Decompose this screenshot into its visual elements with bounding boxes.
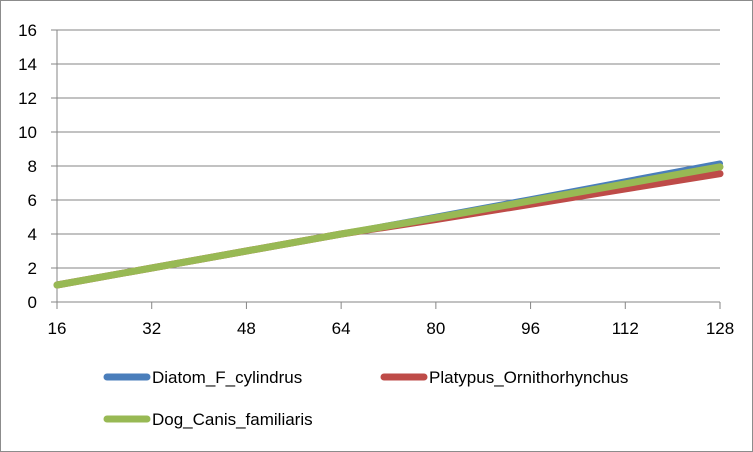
x-tick-label: 128 xyxy=(706,319,734,338)
y-tick-label: 4 xyxy=(28,225,37,244)
y-tick-label: 12 xyxy=(18,89,37,108)
legend: Diatom_F_cylindrus Platypus_Ornithorhynch… xyxy=(103,368,628,429)
y-tick-label: 16 xyxy=(18,21,37,40)
x-tick-label: 48 xyxy=(237,319,256,338)
x-tick-label: 112 xyxy=(612,319,639,338)
series-line-2 xyxy=(53,163,724,289)
x-tick-label: 96 xyxy=(521,319,540,338)
x-tick-label: 80 xyxy=(426,319,445,338)
y-tick-label: 6 xyxy=(28,191,37,210)
y-tick-label: 14 xyxy=(18,55,37,74)
gridlines xyxy=(57,29,720,269)
x-tick-label: 32 xyxy=(142,319,161,338)
y-tick-labels: 0 2 4 6 8 10 12 14 16 xyxy=(18,21,37,312)
y-tick-label: 2 xyxy=(28,259,37,278)
x-tick-label: 64 xyxy=(332,319,351,338)
axes xyxy=(51,29,721,309)
series-lines xyxy=(53,160,724,289)
y-tick-label: 8 xyxy=(28,157,37,176)
y-tick-label: 10 xyxy=(18,123,37,142)
y-tick-label: 0 xyxy=(28,293,37,312)
x-tick-labels: 16 32 48 64 80 96 112 128 xyxy=(48,319,735,338)
legend-label-0: Diatom_F_cylindrus xyxy=(152,368,302,387)
legend-label-2: Dog_Canis_familiaris xyxy=(152,410,313,429)
legend-label-1: Platypus_Ornithorhynchus xyxy=(429,368,628,387)
x-tick-label: 16 xyxy=(48,319,67,338)
